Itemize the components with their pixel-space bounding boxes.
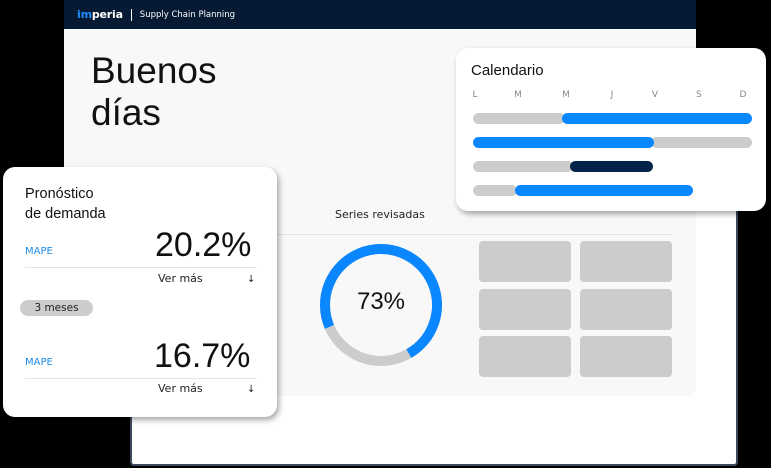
calendar-bar-row1-blue[interactable] (562, 113, 752, 124)
donut-percent-label: 73% (356, 288, 406, 315)
ver-mas-link[interactable]: Ver más (158, 382, 203, 395)
day-label-miercoles: M (562, 90, 570, 100)
calendar-title: Calendario (471, 62, 544, 79)
metric-divider (25, 267, 257, 268)
logo-part-im: im (77, 8, 92, 21)
imperia-logo[interactable]: imperia (77, 8, 123, 21)
calendar-bar-row2-grey (651, 137, 752, 148)
calendar-bar-row4-grey (473, 185, 517, 196)
calendar-bar-row3-grey (473, 161, 573, 172)
day-label-viernes: V (651, 90, 659, 100)
arrow-down-icon[interactable]: ↓ (247, 274, 256, 285)
metric-divider (25, 378, 257, 379)
app-header: imperia Supply Chain Planning (64, 0, 696, 29)
section-divider (270, 234, 672, 235)
app-title: Supply Chain Planning (139, 9, 236, 20)
calendar-card[interactable]: Calendario L M M J V S D (456, 48, 766, 211)
placeholder-tile (580, 241, 672, 282)
greeting-line-2: días (91, 92, 161, 133)
logo-part-peria: peria (91, 8, 123, 21)
placeholder-tile (479, 336, 571, 377)
forecast-title-line-2: de demanda (25, 206, 106, 222)
day-label-sabado: S (696, 90, 702, 100)
placeholder-tile (479, 289, 571, 330)
series-reviewed-donut-chart (320, 244, 442, 366)
series-reviewed-title: Series revisadas (335, 208, 425, 221)
day-label-jueves: J (610, 90, 614, 100)
day-label-martes: M (514, 90, 522, 100)
greeting-heading: Buenos días (91, 50, 217, 134)
mape-label: MAPE (25, 357, 53, 368)
mape-value-3-months: 16.7% (154, 337, 251, 375)
mape-label: MAPE (25, 246, 53, 257)
mape-value-current: 20.2% (155, 226, 252, 264)
forecast-title-line-1: Pronóstico (25, 186, 94, 202)
placeholder-tile (479, 241, 571, 282)
ver-mas-link[interactable]: Ver más (158, 272, 203, 285)
calendar-bar-row4-blue[interactable] (515, 185, 693, 196)
day-label-lunes: L (472, 90, 478, 100)
arrow-down-icon[interactable]: ↓ (247, 384, 256, 395)
day-label-domingo: D (739, 90, 747, 100)
greeting-line-1: Buenos (91, 50, 217, 91)
calendar-bar-row1-grey (473, 113, 565, 124)
calendar-bar-row2-blue[interactable] (473, 137, 654, 148)
header-separator (130, 8, 132, 21)
calendar-bar-row3-navy[interactable] (570, 161, 653, 172)
placeholder-tile (580, 336, 672, 377)
demand-forecast-card: Pronóstico de demanda MAPE 20.2% Ver más… (3, 167, 277, 417)
placeholder-tile (580, 289, 672, 330)
forecast-title: Pronóstico de demanda (25, 184, 106, 224)
period-pill[interactable]: 3 meses (20, 300, 93, 316)
